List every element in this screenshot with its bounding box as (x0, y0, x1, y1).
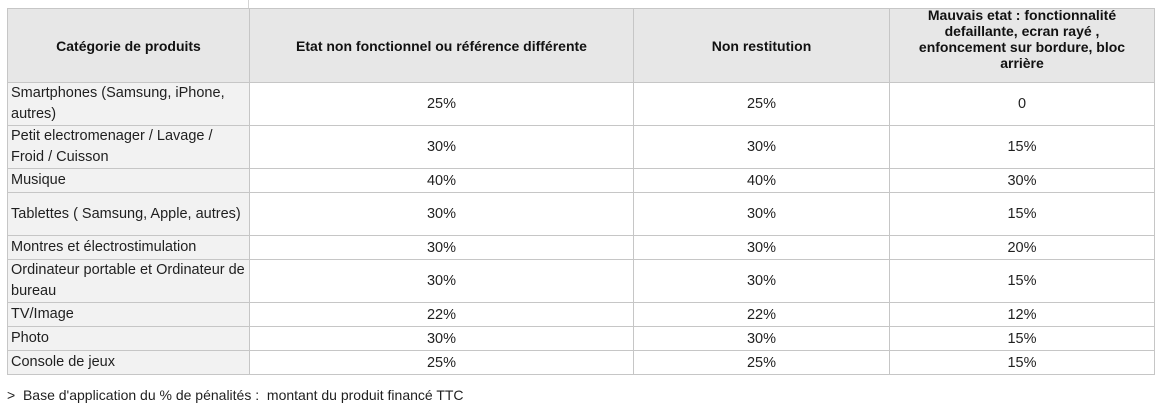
mauvais-etat-cell[interactable]: 12% (889, 302, 1155, 327)
mauvais-etat-cell[interactable]: 15% (889, 125, 1155, 169)
category-cell[interactable]: Console de jeux (7, 350, 250, 375)
table-row: Musique 40% 40% 30% (7, 168, 1155, 193)
category-cell[interactable]: Photo (7, 326, 250, 351)
table-row: Petit electromenager / Lavage / Froid / … (7, 125, 1155, 169)
category-cell[interactable]: Musique (7, 168, 250, 193)
footnote-text: > Base d'application du % de pénalités :… (7, 387, 464, 403)
penalty-table: Catégorie de produits Etat non fonctionn… (7, 8, 1155, 375)
header-non-fonctionnel[interactable]: Etat non fonctionnel ou référence différ… (249, 8, 634, 83)
table-row: Tablettes ( Samsung, Apple, autres) 30% … (7, 192, 1155, 236)
non-restitution-cell[interactable]: 40% (633, 168, 890, 193)
non-restitution-cell[interactable]: 25% (633, 350, 890, 375)
category-cell[interactable]: Ordinateur portable et Ordinateur de bur… (7, 259, 250, 303)
non-restitution-cell[interactable]: 30% (633, 125, 890, 169)
table-row: Smartphones (Samsung, iPhone, autres) 25… (7, 82, 1155, 126)
non-fonctionnel-cell[interactable]: 30% (249, 326, 634, 351)
non-restitution-cell[interactable]: 30% (633, 192, 890, 236)
category-cell[interactable]: Montres et électrostimulation (7, 235, 250, 260)
table-row: TV/Image 22% 22% 12% (7, 302, 1155, 327)
non-restitution-cell[interactable]: 30% (633, 235, 890, 260)
table-row: Photo 30% 30% 15% (7, 326, 1155, 351)
category-cell[interactable]: Petit electromenager / Lavage / Froid / … (7, 125, 250, 169)
non-fonctionnel-cell[interactable]: 30% (249, 192, 634, 236)
table-row: Console de jeux 25% 25% 15% (7, 350, 1155, 375)
table-row: Ordinateur portable et Ordinateur de bur… (7, 259, 1155, 303)
non-fonctionnel-cell[interactable]: 25% (249, 82, 634, 126)
mauvais-etat-cell[interactable]: 30% (889, 168, 1155, 193)
header-non-restitution[interactable]: Non restitution (633, 8, 890, 83)
non-fonctionnel-cell[interactable]: 30% (249, 125, 634, 169)
non-fonctionnel-cell[interactable]: 40% (249, 168, 634, 193)
non-restitution-cell[interactable]: 30% (633, 326, 890, 351)
non-restitution-cell[interactable]: 25% (633, 82, 890, 126)
header-mauvais-etat-text: Mauvais etat : fonctionnalité defaillant… (918, 8, 1126, 72)
table-row: Montres et électrostimulation 30% 30% 20… (7, 235, 1155, 260)
mauvais-etat-cell[interactable]: 15% (889, 192, 1155, 236)
mauvais-etat-cell[interactable]: 20% (889, 235, 1155, 260)
category-cell[interactable]: Smartphones (Samsung, iPhone, autres) (7, 82, 250, 126)
category-cell[interactable]: TV/Image (7, 302, 250, 327)
header-mauvais-etat[interactable]: Mauvais etat : fonctionnalité defaillant… (889, 8, 1155, 83)
non-fonctionnel-cell[interactable]: 25% (249, 350, 634, 375)
mauvais-etat-cell[interactable]: 15% (889, 259, 1155, 303)
header-row: Catégorie de produits Etat non fonctionn… (7, 8, 1155, 83)
mauvais-etat-cell[interactable]: 0 (889, 82, 1155, 126)
non-restitution-cell[interactable]: 22% (633, 302, 890, 327)
mauvais-etat-cell[interactable]: 15% (889, 326, 1155, 351)
mauvais-etat-cell[interactable]: 15% (889, 350, 1155, 375)
non-fonctionnel-cell[interactable]: 22% (249, 302, 634, 327)
category-cell[interactable]: Tablettes ( Samsung, Apple, autres) (7, 192, 250, 236)
grid-line (248, 0, 249, 8)
non-fonctionnel-cell[interactable]: 30% (249, 235, 634, 260)
non-fonctionnel-cell[interactable]: 30% (249, 259, 634, 303)
non-restitution-cell[interactable]: 30% (633, 259, 890, 303)
header-category[interactable]: Catégorie de produits (7, 8, 250, 83)
